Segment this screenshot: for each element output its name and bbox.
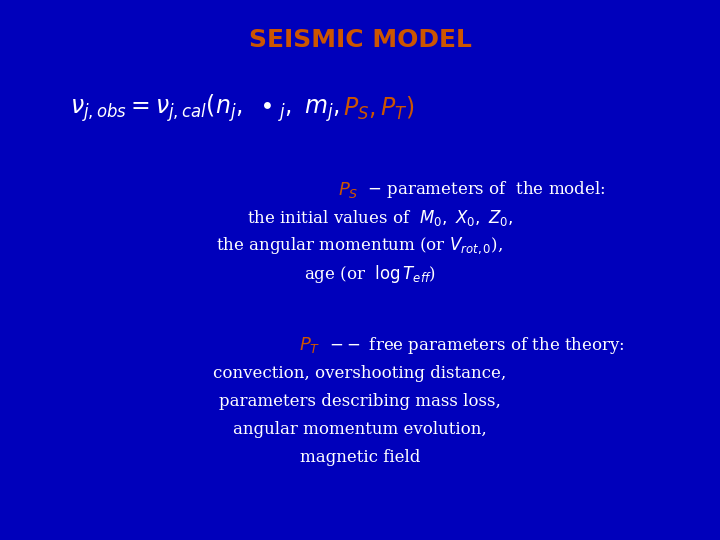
Text: magnetic field: magnetic field bbox=[300, 449, 420, 465]
Text: $-$ parameters of  the model:: $-$ parameters of the model: bbox=[362, 179, 606, 200]
Text: the angular momentum (or $V_{rot,0}$),: the angular momentum (or $V_{rot,0}$), bbox=[217, 235, 503, 256]
Text: age (or  $\log T_{eff}$): age (or $\log T_{eff}$) bbox=[304, 263, 436, 285]
Text: angular momentum evolution,: angular momentum evolution, bbox=[233, 421, 487, 437]
Text: $P_S$: $P_S$ bbox=[338, 180, 358, 200]
Text: SEISMIC MODEL: SEISMIC MODEL bbox=[248, 28, 472, 52]
Text: the initial values of  $M_0,\ X_0,\ Z_0,$: the initial values of $M_0,\ X_0,\ Z_0,$ bbox=[247, 208, 513, 228]
Text: $P_T$: $P_T$ bbox=[299, 335, 320, 355]
Text: convection, overshooting distance,: convection, overshooting distance, bbox=[213, 364, 507, 381]
Text: $\nu_{j,obs}=\nu_{j,cal}(n_j,\ \bullet_j,\ m_j,\ $: $\nu_{j,obs}=\nu_{j,cal}(n_j,\ \bullet_j… bbox=[70, 92, 340, 124]
Text: parameters describing mass loss,: parameters describing mass loss, bbox=[219, 393, 501, 409]
Text: $P_S,P_T)$: $P_S,P_T)$ bbox=[343, 94, 415, 122]
Text: $--$ free parameters of the theory:: $--$ free parameters of the theory: bbox=[324, 334, 625, 355]
